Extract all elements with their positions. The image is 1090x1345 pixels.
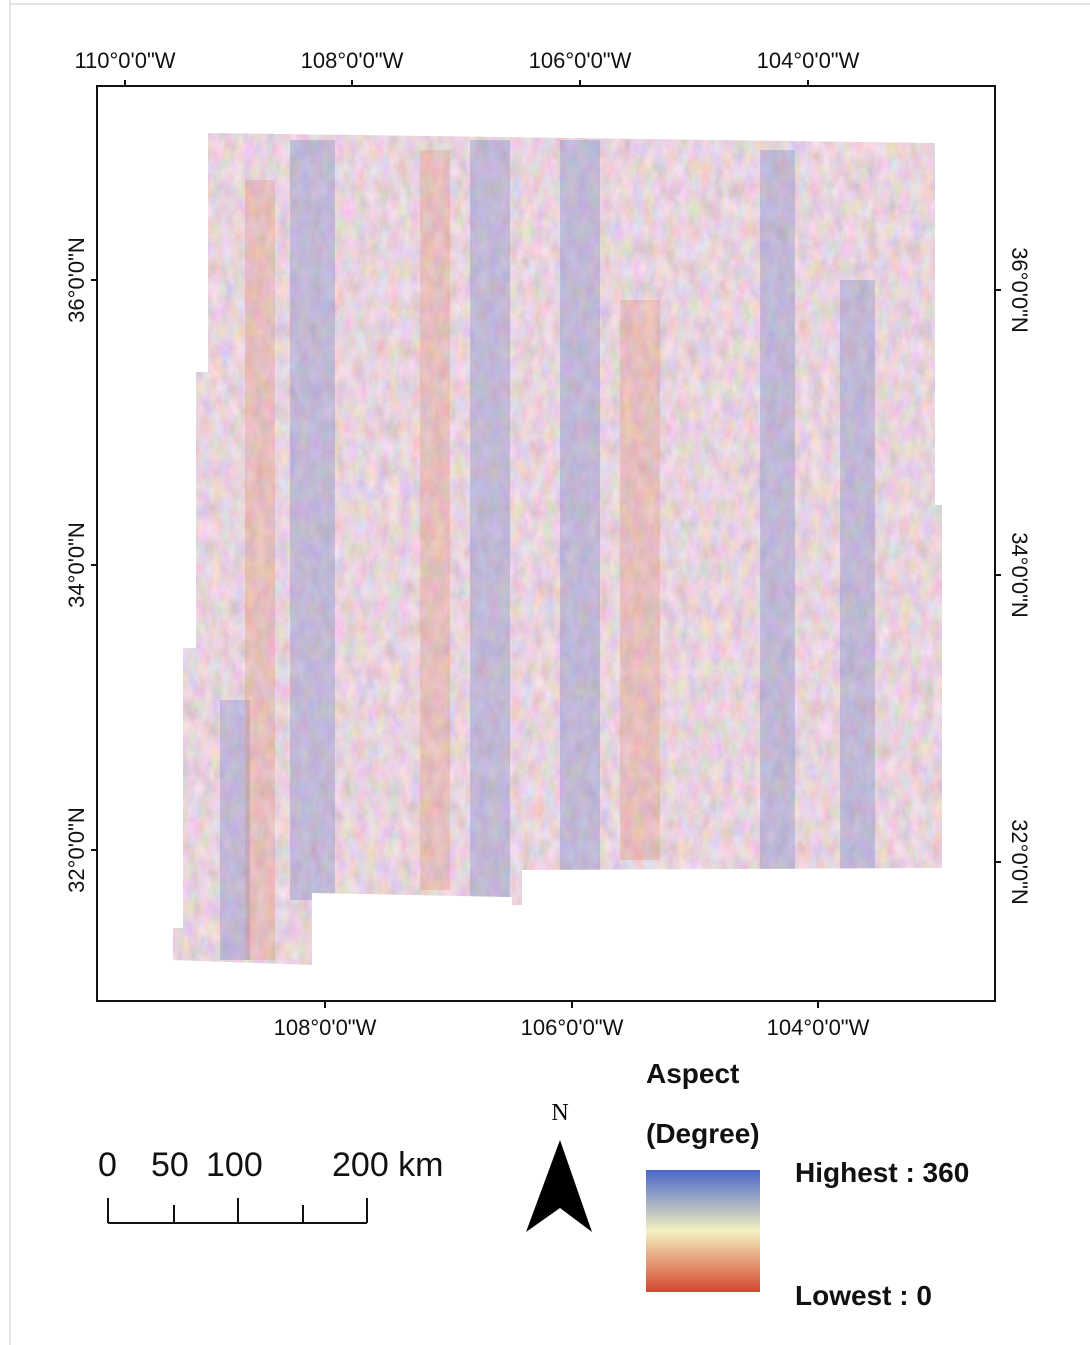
left-lat-label: 36°0'0"N xyxy=(64,237,89,323)
scale-bar xyxy=(108,1198,367,1223)
bottom-lon-label: 108°0'0"W xyxy=(274,1015,377,1040)
map-page: 110°0'0"W 108°0'0"W 106°0'0"W 104°0'0"W 108°… xyxy=(0,0,1090,1345)
bottom-lon-label: 106°0'0"W xyxy=(521,1015,624,1040)
legend-title: Aspect xyxy=(646,1058,739,1089)
scale-label: 50 xyxy=(151,1146,189,1184)
legend-subtitle: (Degree) xyxy=(646,1118,760,1149)
legend-ramp xyxy=(646,1170,760,1292)
legend-high: Highest : 360 xyxy=(795,1157,969,1188)
north-arrow xyxy=(560,1140,592,1232)
top-lon-label: 104°0'0"W xyxy=(757,48,860,73)
right-lat-label: 36°0'0"N xyxy=(1007,247,1032,333)
left-lat-label: 34°0'0"N xyxy=(64,522,89,608)
right-lat-label: 34°0'0"N xyxy=(1007,532,1032,618)
bottom-lon-label: 104°0'0"W xyxy=(767,1015,870,1040)
aspect-raster xyxy=(170,130,945,970)
scale-label: 200 km xyxy=(332,1146,444,1184)
top-lon-label: 106°0'0"W xyxy=(529,48,632,73)
raster-texture xyxy=(170,130,945,970)
top-lon-label: 108°0'0"W xyxy=(301,48,404,73)
scale-label: 100 xyxy=(206,1146,263,1184)
north-arrow xyxy=(526,1140,560,1232)
left-lat-label: 32°0'0"N xyxy=(64,807,89,893)
right-lat-label: 32°0'0"N xyxy=(1007,819,1032,905)
scale-label: 0 xyxy=(98,1146,117,1184)
north-label: N xyxy=(551,1100,568,1126)
legend-low: Lowest : 0 xyxy=(795,1280,932,1311)
top-lon-label: 110°0'0"W xyxy=(74,48,175,73)
